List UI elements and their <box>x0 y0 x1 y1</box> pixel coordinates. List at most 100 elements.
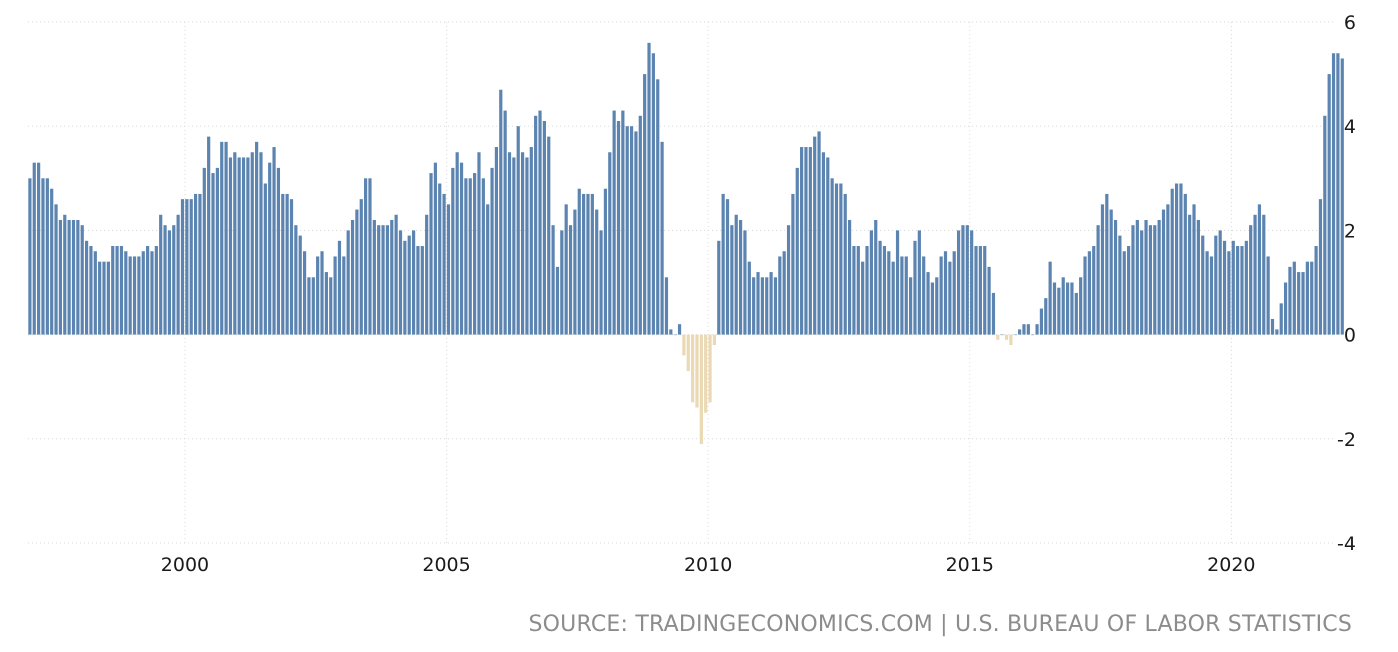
bar <box>1288 266 1292 335</box>
bar <box>1249 225 1253 335</box>
bar <box>773 277 778 335</box>
bar <box>765 277 769 335</box>
bar <box>1244 240 1248 335</box>
x-tick-label: 2000 <box>161 554 209 576</box>
bar <box>573 209 577 335</box>
bar <box>1000 334 1004 336</box>
bar <box>904 256 908 335</box>
bar <box>686 334 690 372</box>
bar <box>1131 225 1135 335</box>
bar <box>1157 219 1161 335</box>
bar <box>442 193 446 335</box>
bar <box>1301 272 1305 335</box>
bar <box>1079 277 1083 335</box>
bar <box>882 246 887 335</box>
bar <box>1183 193 1187 335</box>
bar <box>324 272 328 335</box>
bar <box>935 277 939 335</box>
bar <box>403 240 407 335</box>
bar <box>1310 261 1314 335</box>
bar <box>1122 251 1126 335</box>
bar <box>625 126 629 335</box>
bar <box>712 334 717 346</box>
bar <box>1009 334 1013 346</box>
bar <box>137 256 141 335</box>
bar <box>1179 183 1183 335</box>
bar <box>856 246 860 335</box>
bar <box>913 240 917 335</box>
bar <box>1161 209 1166 335</box>
bar <box>102 261 106 335</box>
bar <box>477 152 481 335</box>
bar <box>385 225 390 335</box>
bar <box>516 126 520 335</box>
bar <box>778 256 782 335</box>
bar <box>813 136 817 335</box>
bar <box>411 230 416 335</box>
bar <box>1188 214 1192 335</box>
y-axis-ticks: 6 4 2 0 -2 -4 <box>1337 12 1356 555</box>
bar <box>577 188 581 335</box>
bar <box>1052 282 1057 335</box>
bar <box>425 214 429 335</box>
bar <box>63 214 67 335</box>
bar <box>150 251 154 335</box>
bar <box>1209 256 1214 335</box>
bar <box>193 193 198 335</box>
bar <box>939 256 943 335</box>
bar <box>725 199 730 335</box>
bar <box>468 178 472 335</box>
bar <box>656 79 660 335</box>
bar <box>1105 193 1109 335</box>
bar <box>1275 329 1279 335</box>
bar <box>721 193 725 335</box>
bar <box>1113 219 1118 335</box>
bar <box>93 251 97 335</box>
bar <box>1140 230 1144 335</box>
bar <box>568 225 573 335</box>
bar <box>669 329 673 335</box>
bar <box>590 193 594 335</box>
bar <box>747 261 751 335</box>
bar <box>255 141 259 335</box>
bar <box>268 162 272 335</box>
bar <box>486 204 490 335</box>
bar <box>1144 219 1148 335</box>
bar <box>612 110 616 335</box>
bar <box>1174 183 1179 335</box>
bar <box>738 219 743 335</box>
bar <box>1048 261 1052 335</box>
bar <box>207 136 211 335</box>
bar <box>756 272 760 335</box>
bar <box>691 334 695 403</box>
bar <box>512 157 516 335</box>
bar <box>124 251 128 335</box>
bar <box>643 74 647 335</box>
bar <box>228 157 233 335</box>
bar <box>538 110 542 335</box>
bar <box>377 225 381 335</box>
x-tick-label: 2015 <box>946 554 994 576</box>
bar <box>708 334 712 403</box>
bar <box>1270 318 1275 335</box>
bar <box>830 178 834 335</box>
bar <box>1061 277 1065 335</box>
bar <box>459 162 464 335</box>
bar <box>368 178 372 335</box>
bar <box>28 178 32 335</box>
bar <box>821 152 826 335</box>
bar <box>900 256 904 335</box>
bar <box>909 277 913 335</box>
bar <box>333 256 337 335</box>
bar <box>455 152 459 335</box>
bar <box>106 261 110 335</box>
bar <box>98 261 102 335</box>
bar <box>582 193 586 335</box>
bar <box>316 256 320 335</box>
bar <box>507 152 512 335</box>
bar <box>1318 199 1323 335</box>
bar <box>241 157 246 335</box>
x-axis-ticks: 2000 2005 2010 2015 2020 <box>161 554 1256 576</box>
bar <box>595 209 599 335</box>
bar <box>560 230 564 335</box>
